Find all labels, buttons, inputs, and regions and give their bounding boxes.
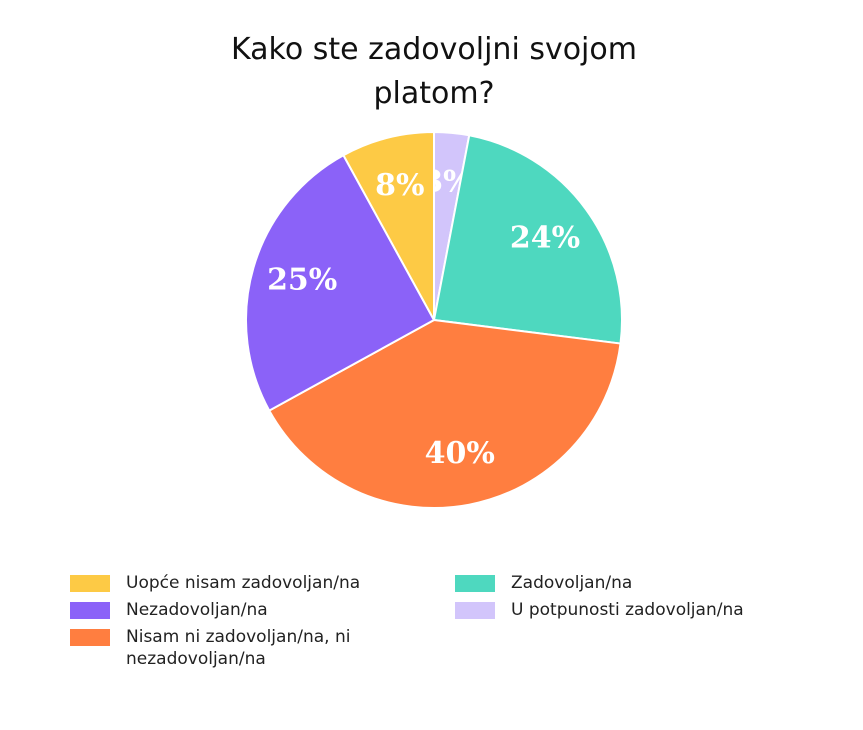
- legend-label: Nezadovoljan/na: [126, 600, 268, 620]
- chart-title: Kako ste zadovoljni svojom platom?: [231, 32, 637, 111]
- legend-swatch: [70, 575, 110, 592]
- value-label: 24%: [510, 220, 580, 255]
- pie-slice: [267, 318, 622, 509]
- pie-slice: [432, 134, 623, 345]
- pie-slice: [245, 153, 436, 412]
- legend-swatch: [455, 575, 495, 592]
- legend-swatch: [455, 602, 495, 619]
- value-label: 40%: [425, 436, 495, 471]
- value-label: 25%: [267, 263, 337, 298]
- legend-swatch: [70, 602, 110, 619]
- legend-label: Nisam ni zadovoljan/na, ni nezadovoljan/…: [126, 627, 351, 669]
- legend-label: Zadovoljan/na: [511, 573, 633, 593]
- legend-swatch: [70, 629, 110, 646]
- pie-slice: [342, 130, 435, 321]
- legend-label: Uopće nisam zadovoljan/na: [126, 573, 361, 593]
- legend-item: Nezadovoljan/na: [70, 599, 406, 621]
- legend-item: U potpunosti zadovoljan/na: [455, 599, 791, 621]
- value-label: 8%: [375, 168, 424, 203]
- legend-label: U potpunosti zadovoljan/na: [511, 600, 744, 620]
- legend-item: Uopće nisam zadovoljan/na: [70, 572, 406, 594]
- legend-item: Nisam ni zadovoljan/na, ni nezadovoljan/…: [70, 626, 406, 670]
- legend-item: Zadovoljan/na: [455, 572, 791, 594]
